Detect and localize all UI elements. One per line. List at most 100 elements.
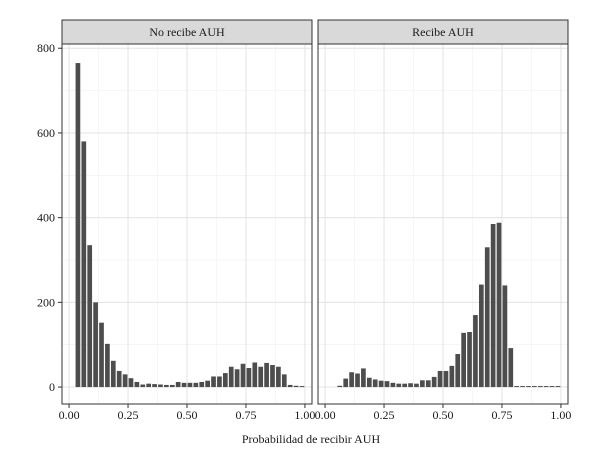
histogram-bar xyxy=(116,370,122,388)
histogram-bar xyxy=(526,386,531,388)
histogram-bar xyxy=(484,247,490,388)
x-tick-label: 0.00 xyxy=(315,408,336,422)
histogram-bar xyxy=(281,374,287,388)
histogram-bar xyxy=(543,386,549,388)
histogram-bar xyxy=(437,370,443,388)
histogram-bar xyxy=(175,381,181,388)
x-tick-label: 0.25 xyxy=(374,408,395,422)
x-tick-label: 0.25 xyxy=(118,408,139,422)
y-axis: 0 200 400 600 800 xyxy=(37,41,62,394)
histogram-bar xyxy=(408,383,413,388)
histogram-bar xyxy=(378,380,384,388)
histogram-bar xyxy=(276,366,281,388)
histogram-bar xyxy=(211,376,216,388)
histogram-bar xyxy=(349,372,354,388)
histogram-bar xyxy=(217,376,222,388)
histogram-bar xyxy=(514,386,520,388)
histogram-bar xyxy=(164,384,169,388)
histogram-bar xyxy=(537,386,543,388)
histogram-bar xyxy=(337,385,343,388)
histogram-bar xyxy=(99,322,104,388)
histogram-bar xyxy=(384,381,390,388)
histogram-bar xyxy=(361,368,366,388)
histogram-bar xyxy=(187,382,193,388)
histogram-bar xyxy=(228,366,234,388)
histogram-bar xyxy=(146,383,152,388)
histogram-bar xyxy=(455,354,461,388)
histogram-bar xyxy=(396,383,402,388)
x-tick-label: 0.50 xyxy=(433,408,454,422)
x-tick-label: 0.50 xyxy=(177,408,198,422)
histogram-bar xyxy=(549,386,555,388)
histogram-bar xyxy=(270,365,275,388)
histogram-bar xyxy=(158,384,163,388)
histogram-bar xyxy=(87,245,93,388)
histogram-bar xyxy=(140,384,146,388)
facet-strip xyxy=(317,19,569,45)
facet-strip-label: No recibe AUH xyxy=(149,25,225,39)
histogram-bar xyxy=(425,380,431,388)
histogram-bar xyxy=(461,332,466,388)
histogram-bar xyxy=(449,365,455,388)
histogram-bar xyxy=(110,360,116,388)
facet-strip xyxy=(61,19,313,45)
y-tick-label: 600 xyxy=(37,126,55,140)
histogram-bar xyxy=(478,284,484,388)
histogram-bar xyxy=(75,63,81,388)
histogram-bar xyxy=(502,285,508,388)
histogram-bar xyxy=(473,315,478,388)
histogram-bar xyxy=(134,381,140,388)
histogram-bar xyxy=(532,386,537,388)
y-tick-label: 400 xyxy=(37,211,55,225)
histogram-bar xyxy=(467,332,472,388)
histogram-bar xyxy=(246,368,252,388)
x-axis-title: Probabilidad de recibir AUH xyxy=(242,432,381,446)
y-tick-label: 0 xyxy=(49,380,55,394)
histogram-bar xyxy=(234,369,240,388)
histogram-bar xyxy=(252,362,258,388)
facet-panel-1: No recibe AUH 0.00 0.25 0.50 0.75 1.00 xyxy=(59,19,315,422)
y-tick-label: 800 xyxy=(37,41,55,55)
histogram-bar xyxy=(240,363,246,388)
histogram-bar xyxy=(169,384,175,388)
histogram-bar xyxy=(402,383,408,388)
histogram-bar xyxy=(420,380,425,388)
histogram-bar xyxy=(122,374,128,388)
histogram-bar xyxy=(299,386,305,388)
histogram-bar xyxy=(520,386,525,388)
histogram-bar xyxy=(390,382,396,388)
x-tick-label: 1.00 xyxy=(550,408,571,422)
histogram-bar xyxy=(293,385,299,388)
histogram-bar xyxy=(555,386,561,388)
x-tick-label: 0.75 xyxy=(235,408,256,422)
histogram-bar xyxy=(199,381,205,388)
histogram-bar xyxy=(508,348,514,388)
histogram-bar xyxy=(222,373,228,388)
histogram-bar xyxy=(343,378,349,388)
x-tick-label: 0.00 xyxy=(59,408,80,422)
histogram-bar xyxy=(443,370,449,388)
histogram-bar xyxy=(105,343,110,388)
facet-strip-label: Recibe AUH xyxy=(412,25,474,39)
histogram-bar xyxy=(193,382,199,388)
histogram-bar xyxy=(372,379,378,388)
histogram-bar xyxy=(181,382,187,388)
histogram-bar xyxy=(205,380,210,388)
histogram-bar xyxy=(258,366,264,388)
histogram-bar xyxy=(128,378,134,388)
x-tick-label: 1.00 xyxy=(294,408,315,422)
histogram-bar xyxy=(490,224,496,388)
histogram-bar xyxy=(366,377,372,388)
histogram-bar xyxy=(431,376,437,388)
facet-panel-2: Recibe AUH 0.00 0.25 0.50 0.75 1.00 xyxy=(315,19,571,422)
x-tick-label: 0.75 xyxy=(491,408,512,422)
histogram-bar xyxy=(414,383,419,388)
histogram-bar xyxy=(355,373,360,388)
histogram-bar xyxy=(264,362,269,388)
histogram-bar xyxy=(93,302,98,388)
histogram-bar xyxy=(287,384,293,388)
histogram-bar xyxy=(496,222,502,388)
histogram-bar xyxy=(81,141,87,388)
